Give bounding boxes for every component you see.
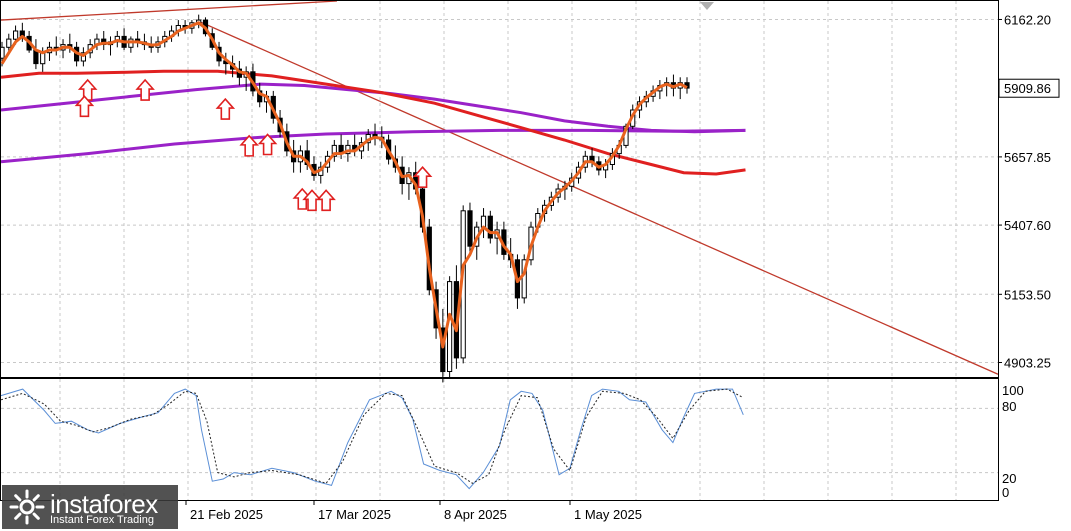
- candle: [331, 139, 337, 162]
- watermark-background: [2, 485, 178, 529]
- price-tick-label: 5153.50: [1004, 287, 1051, 302]
- candle-body: [521, 259, 527, 299]
- price-tick-label: 5657.85: [1004, 150, 1051, 165]
- candle: [521, 254, 527, 304]
- up-arrow-icon: [239, 134, 259, 157]
- up-arrow-icon: [257, 133, 278, 156]
- arrow-markers: [74, 78, 433, 212]
- candle: [6, 33, 12, 53]
- date-label: 17 Mar 2025: [318, 507, 391, 522]
- price-tick-label: 6162.20: [1004, 12, 1051, 27]
- ma-purple-slow: [0, 128, 746, 164]
- up-arrow-icon: [412, 165, 433, 189]
- stochastic-d-line: [0, 388, 744, 484]
- trendline-1: [195, 19, 999, 375]
- date-axis: 21 Feb 2025 17 Mar 2025 8 Apr 2025 1 May 20…: [185, 500, 642, 522]
- date-label: 21 Feb 2025: [190, 507, 263, 522]
- price-tick-label: 5407.60: [1004, 218, 1051, 233]
- candle-body: [331, 144, 337, 157]
- watermark-tagline: Instant Forex Trading: [50, 514, 154, 526]
- stochastic-lines: [0, 388, 744, 490]
- up-arrow-icon: [74, 95, 95, 118]
- up-arrow-icon: [135, 78, 155, 101]
- ema-fast-line: [0, 21, 688, 349]
- oscillator-tick-label: 100: [1002, 383, 1024, 398]
- date-label: 8 Apr 2025: [444, 507, 507, 522]
- candle-body: [40, 52, 46, 65]
- candle-body: [0, 46, 5, 59]
- candle-body: [440, 327, 446, 373]
- ma-purple-fast: [0, 82, 746, 134]
- instaforex-logo-icon: [9, 489, 45, 525]
- candle-body: [6, 38, 12, 48]
- oscillator-tick-label: 80: [1002, 399, 1016, 414]
- main-grid: [1, 1, 998, 377]
- trendlines: [0, 0, 999, 375]
- ma-red: [0, 69, 746, 176]
- candle-body: [480, 215, 487, 228]
- candle-body: [13, 30, 19, 40]
- up-arrow-icon: [316, 189, 336, 212]
- oscillator-tick-label: 0: [1002, 485, 1009, 500]
- moving-averages: [0, 69, 746, 176]
- date-label: 1 May 2025: [574, 507, 642, 522]
- chart-frame: [0, 0, 999, 501]
- ema-fast: [0, 21, 688, 349]
- price-tick-label: 4903.25: [1004, 355, 1051, 370]
- price-axis: 6162.20 5657.85 5407.60 5153.50 4903.25 5909.…: [998, 12, 1060, 370]
- candle-body: [467, 210, 473, 247]
- trendline-2: [0, 0, 337, 21]
- watermark-brand: instaforex: [50, 489, 158, 519]
- candle: [467, 202, 473, 255]
- scroll-marker-icon: [700, 2, 714, 10]
- candle: [487, 210, 493, 244]
- candle-body: [487, 215, 493, 239]
- current-price-label: 5909.86: [1004, 81, 1051, 96]
- oscillator-tick-label: 20: [1002, 471, 1016, 486]
- current-price-box: [998, 78, 1060, 98]
- up-arrow-icon: [215, 97, 236, 120]
